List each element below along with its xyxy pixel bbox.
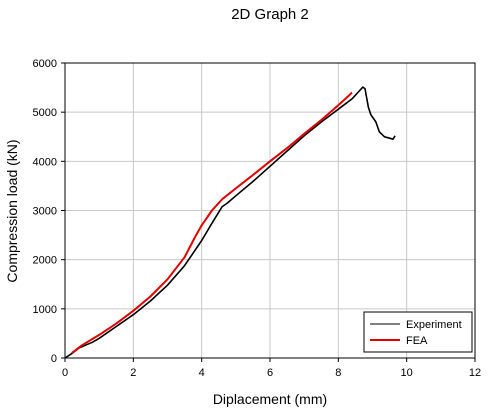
x-tick-label: 8	[335, 367, 341, 379]
x-tick-label: 2	[130, 367, 136, 379]
x-tick-label: 10	[401, 367, 413, 379]
legend-box	[363, 311, 473, 353]
x-tick-label: 12	[469, 367, 481, 379]
chart-title: 2D Graph 2	[231, 6, 309, 23]
x-tick-label: 4	[199, 367, 205, 379]
x-tick-label: 0	[62, 367, 68, 379]
axis-ticks: 0 2 4 6 8 10 12 0 1000 2000 3000 4000 5000 6000	[33, 58, 482, 379]
legend-label-experiment: Experiment	[406, 319, 462, 331]
y-tick-label: 3000	[33, 206, 57, 218]
y-tick-label: 6000	[33, 58, 57, 70]
y-tick-label: 4000	[33, 156, 57, 168]
y-axis-label: Compression load (kN)	[4, 139, 20, 282]
x-axis-label: Diplacement (mm)	[213, 391, 327, 407]
y-tick-label: 5000	[33, 107, 57, 119]
y-tick-label: 2000	[33, 255, 57, 267]
series-group	[64, 86, 396, 359]
series-line-fea	[71, 91, 353, 354]
series-line-experiment	[64, 86, 396, 359]
x-tick-label: 6	[267, 367, 273, 379]
legend-label-fea: FEA	[406, 335, 428, 347]
legend: Experiment FEA	[363, 311, 473, 353]
y-tick-label: 0	[51, 353, 57, 365]
y-tick-label: 1000	[33, 304, 57, 316]
